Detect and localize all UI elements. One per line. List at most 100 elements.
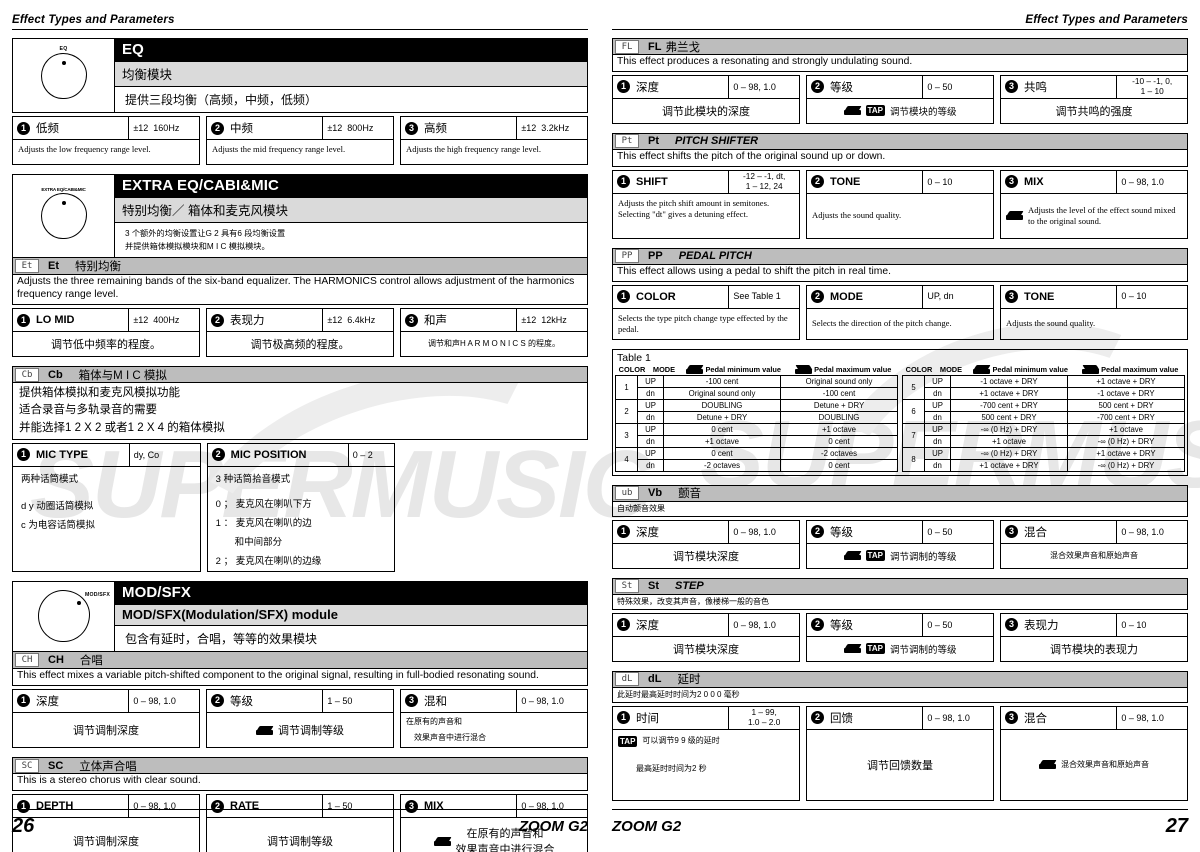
param-cell: 3 混和 0 – 98, 1.0 在原有的声音和 效果声音中进行混合 — [400, 688, 588, 749]
param-name-row: 3 高频 — [401, 117, 516, 139]
param-cell: 2 回馈 0 – 98, 1.0 调节回馈数量 — [806, 705, 994, 801]
param-name-row: 2 TONE — [807, 171, 922, 193]
table1-col-max-label: Pedal maximum value — [814, 364, 892, 374]
param-label: SHIFT — [636, 175, 668, 188]
module-description-line: 3 个额外的均衡设置让G 2 具有6 段均衡设置 — [125, 229, 286, 238]
param-description-text: Adjusts the level of the effect sound mi… — [1028, 204, 1176, 226]
param-label: 混和 — [424, 695, 447, 708]
page-27: Effect Types and Parameters FL FL 弗兰戈 Th… — [600, 0, 1200, 852]
effect-header: FL FL 弗兰戈 — [612, 38, 1188, 55]
param-description: Adjusts the sound quality. — [1006, 318, 1096, 329]
lcd-code: PP — [615, 249, 639, 264]
param-range-a: ±12 — [133, 314, 149, 325]
param-header: 2 等级 0 – 50 — [807, 75, 993, 99]
effect-description: 此延时最高延时时间为2 0 0 0 毫秒 — [612, 687, 1188, 703]
param-label: 表现力 — [230, 315, 265, 328]
cell-min: 0 cent — [663, 422, 781, 436]
eq-params: 1 低频 ±12 160Hz Adjusts the low frequency… — [12, 116, 588, 165]
param-number-badge: 1 — [17, 313, 30, 327]
param-label: 等级 — [830, 81, 853, 94]
pedal-icon — [843, 551, 861, 561]
module-subtitle: 均衡模块 — [115, 61, 587, 87]
cell-mode: UP — [637, 422, 664, 436]
table1-col-mode: MODE — [939, 364, 963, 374]
cell-min: -700 cent + DRY — [950, 398, 1068, 412]
param-cell: 2 等级 1 – 50 调节调制等级 — [206, 688, 394, 749]
cell-max: Original sound only — [780, 374, 898, 388]
param-description: 混合效果声音和原始声音 — [1001, 730, 1187, 800]
param-range-b: 400Hz — [153, 314, 180, 325]
extra-eq-knob-caption: EXTRA EQ/CABI&MIC — [41, 187, 86, 192]
ch-params: 1 深度 0 – 98, 1.0 调节调制深度 2 等级 1 – 50 — [12, 688, 588, 749]
lcd-code: CH — [15, 652, 39, 667]
brand-label: ZOOM G2 — [612, 818, 682, 835]
cell-max: 500 cent + DRY — [1067, 398, 1185, 412]
param-range: 1 – 99, 1.0 – 2.0 — [728, 706, 799, 729]
param-header: 3 共鸣 -10 – -1, 0, 1 – 10 — [1001, 75, 1187, 99]
param-description: 在原有的声音和 效果声音中进行混合 — [401, 713, 587, 748]
table1-header-row: COLOR MODE Pedal minimum value Pedal max… — [902, 365, 1185, 375]
param-cell: 2 MIC POSITION 0 – 2 3 种话筒拾音模式 0 ； 麦克风在喇… — [206, 442, 396, 572]
param-cell: 1 COLOR See Table 1 Selects the type pit… — [612, 284, 800, 340]
pedal-icon — [843, 106, 861, 116]
param-name-row: 1 MIC TYPE — [13, 444, 129, 466]
effect-description-line: 适合录音与多轨录音的需要 — [19, 404, 157, 417]
effect-description: This is a stereo chorus with clear sound… — [12, 774, 588, 792]
param-label: 高频 — [424, 123, 447, 135]
param-description-line: c 为电容话筒模拟 — [21, 519, 95, 531]
lcd-code: FL — [615, 39, 639, 54]
pedal-max-icon — [1082, 365, 1100, 374]
table-row: dn Original sound only -100 cent — [616, 386, 898, 400]
param-name-row: 1 深度 — [13, 690, 128, 712]
param-description-line: 2 ； 麦克风在喇叭的边缘 — [215, 555, 322, 567]
cell-min: 0 cent — [663, 446, 781, 460]
lcd-code: dL — [615, 672, 639, 687]
table-row: 8 UP -∞ (0 Hz) + DRY +1 octave + DRY — [902, 446, 1185, 472]
param-label: 和声 — [424, 315, 447, 328]
cell-min: -1 octave + DRY — [950, 374, 1068, 388]
cb-params: 1 MIC TYPE dy, Co 两种话筒模式 d y 动圈话筒模拟 c 为电… — [12, 442, 588, 572]
cell-min: 500 cent + DRY — [950, 410, 1068, 424]
param-name-row: 3 混合 — [1001, 521, 1116, 543]
param-header: 3 和声 ±12 12kHz — [401, 309, 587, 333]
table1-right-half: COLOR MODE Pedal minimum value Pedal max… — [902, 365, 1185, 472]
table-row: dn -2 octaves 0 cent — [616, 458, 898, 472]
param-header: 1 深度 0 – 98, 1.0 — [13, 689, 199, 713]
param-label: TONE — [1024, 290, 1055, 303]
param-cell: 1 深度 0 – 98, 1.0 调节模块深度 — [612, 612, 800, 662]
param-name-row: 2 等级 — [207, 690, 322, 712]
fl-params: 1 深度 0 – 98, 1.0 调节此模块的深度 2 等级 0 – 50 — [612, 74, 1188, 124]
effect-name: 箱体与M I C 模拟 — [78, 369, 167, 382]
param-description-line: 3 种话筒拾音模式 — [215, 473, 291, 485]
table1-col-max: Pedal maximum value — [1076, 365, 1186, 374]
param-header: 1 时间 1 – 99, 1.0 – 2.0 — [613, 706, 799, 730]
param-name-row: 2 MIC POSITION — [208, 444, 348, 466]
param-range: 1 – 50 — [322, 689, 393, 712]
table1-col-min: Pedal minimum value — [966, 365, 1076, 374]
cell-max: Detune + DRY — [780, 398, 898, 412]
module-mod-sfx-header: MOD/SFX MOD/SFX MOD/SFX(Modulation/SFX) … — [12, 580, 588, 652]
param-name-row: 1 深度 — [613, 76, 728, 98]
param-description: 调节回馈数量 — [867, 759, 933, 772]
param-header: 2 中频 ±12 800Hz — [207, 117, 393, 140]
eq-knob-cell: EQ — [13, 39, 115, 112]
param-label: 等级 — [230, 695, 253, 708]
param-description: 调节模块的表现力 — [1050, 643, 1138, 656]
dl-params: 1 时间 1 – 99, 1.0 – 2.0 TAP 可以调节9 9 级的延时 — [612, 705, 1188, 801]
effect-ch: CH CH 合唱 This effect mixes a variable pi… — [12, 651, 588, 749]
param-name-row: 2 中频 — [207, 117, 322, 139]
param-range-a: -10 – -1, 0, — [1132, 76, 1173, 87]
param-name-row: 3 共鸣 — [1001, 76, 1116, 98]
param-name-row: 3 表现力 — [1001, 614, 1116, 636]
param-range-b: 1 – 10 — [1140, 85, 1164, 96]
param-cell: 2 表现力 ±12 6.4kHz 调节极高频的程度。 — [206, 308, 394, 358]
param-cell: 3 混合 0 – 98, 1.0 混合效果声音和原始声音 — [1000, 705, 1188, 801]
lcd-code: SC — [15, 758, 39, 773]
param-number-badge: 2 — [811, 711, 824, 725]
param-description-line: 效果声音中进行混合 — [406, 732, 486, 742]
cell-max: +1 octave + DRY — [1067, 446, 1185, 460]
st-params: 1 深度 0 – 98, 1.0 调节模块深度 2 等级 0 – 50 — [612, 612, 1188, 662]
param-description-text: 调节调制的等级 — [889, 551, 957, 563]
lcd-code: St — [615, 579, 639, 594]
